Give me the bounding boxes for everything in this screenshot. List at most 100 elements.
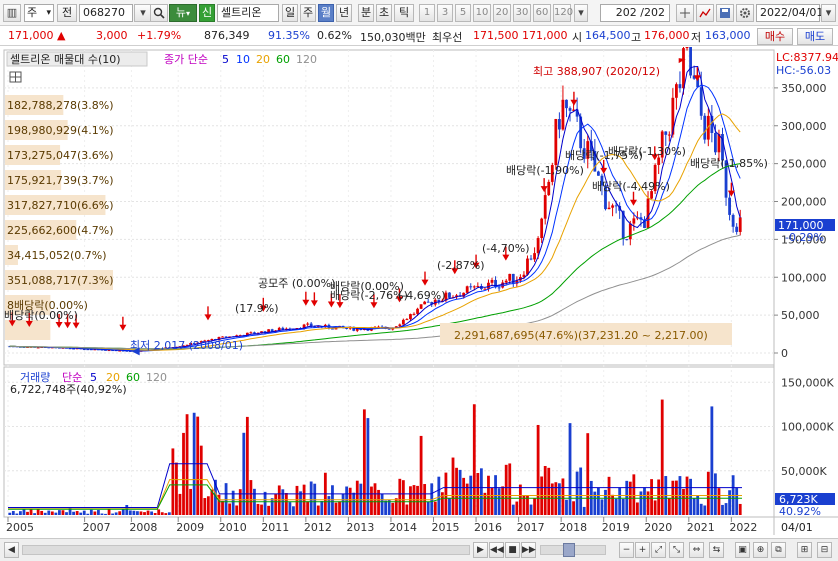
volume-bar	[536, 424, 540, 515]
fit-icon[interactable]: ⤢	[651, 542, 666, 558]
date-input[interactable]: 2022/04/01	[756, 4, 823, 22]
volume-profile-label: 173,275,047(3.6%)	[7, 149, 114, 162]
scroll-left-icon[interactable]: ◀	[4, 542, 19, 558]
time-scrollbar[interactable]: ◀ ▶ ◀◀ ■ ▶▶ − + ⤢ ⤡ ⇔ ⇆ ▣ ⊕ ⧉ ⊞ ⊟	[0, 538, 838, 561]
calendar-icon[interactable]: ▾	[821, 4, 836, 22]
candle-body	[401, 319, 405, 325]
menu-icon[interactable]: ▥	[3, 4, 21, 22]
stock-code-input[interactable]: 068270	[79, 4, 133, 22]
buy-button[interactable]: 매수	[757, 28, 793, 45]
candle-body	[206, 340, 210, 342]
volume-bar	[235, 505, 239, 515]
interval-3-button[interactable]: 3	[437, 4, 453, 22]
zoom-track[interactable]	[540, 543, 606, 557]
front-button[interactable]: 전	[57, 4, 77, 22]
zoom-out-icon[interactable]: −	[619, 542, 634, 558]
volume-bar	[86, 513, 90, 515]
period-minute-button[interactable]: 분	[358, 4, 374, 22]
expand-window-icon[interactable]: ⧉	[771, 542, 786, 558]
candle-body	[398, 324, 402, 327]
fast-forward-icon[interactable]: ▶▶	[521, 542, 536, 558]
candle-body	[355, 328, 359, 331]
zoom-icon[interactable]: ⊕	[753, 542, 768, 558]
volume-bar	[104, 513, 107, 515]
volume-bar	[650, 479, 653, 515]
price-panel[interactable]	[3, 49, 775, 366]
interval-20-button[interactable]: 20	[493, 4, 511, 22]
fast-backward-icon[interactable]: ◀◀	[489, 542, 504, 558]
volume-bar	[501, 486, 505, 515]
event-markers	[8, 58, 735, 356]
volume-profile-bar	[5, 270, 113, 290]
candle-body	[689, 47, 692, 76]
candle-body	[277, 327, 281, 331]
volume-bar	[696, 495, 700, 515]
candle-body	[387, 328, 391, 330]
period-week-button[interactable]: 주	[300, 4, 316, 22]
interval-30-button[interactable]: 30	[513, 4, 531, 22]
volume-profile-label: 8배당락(0.00%)	[7, 299, 88, 312]
period-year-button[interactable]: 년	[336, 4, 352, 22]
volume-bar	[54, 512, 58, 515]
stock-name-field[interactable]: 셀트리온	[217, 4, 279, 22]
min-price-label: 최저 2,017 (2008/01)	[130, 339, 243, 352]
stop-icon[interactable]: ■	[505, 542, 520, 558]
layout-icon[interactable]: ⊟	[817, 542, 832, 558]
volume-bar	[618, 487, 622, 515]
ma-10: 10	[236, 53, 250, 66]
gear-icon[interactable]	[736, 4, 754, 22]
save-icon[interactable]	[716, 4, 734, 22]
annotation-dividend-8: 배당락(0.00%)	[4, 309, 78, 322]
volume-bar	[646, 491, 650, 515]
grid-icon[interactable]	[9, 71, 22, 83]
news-button[interactable]: 뉴▾	[169, 4, 197, 22]
volume-bar	[228, 503, 232, 515]
scroll-right-icon[interactable]: ▶	[473, 542, 488, 558]
search-icon[interactable]	[150, 4, 168, 22]
candle-body	[196, 342, 200, 344]
turnover-rate: 0.62%	[317, 29, 352, 42]
expand-icon[interactable]: ⇔	[689, 542, 704, 558]
zoom-thumb[interactable]	[563, 543, 575, 557]
candle-body	[511, 273, 515, 284]
candle-body	[263, 331, 267, 334]
chart-tool-icon[interactable]	[696, 4, 714, 22]
interval-1-button[interactable]: 1	[419, 4, 435, 22]
volume-bar	[327, 496, 331, 515]
volume-bar	[465, 483, 469, 515]
credit-badge[interactable]: 신	[199, 4, 215, 22]
shrink-icon[interactable]: ⇆	[709, 542, 724, 558]
volume-bar	[203, 498, 207, 515]
period-month-button[interactable]: 월	[318, 4, 334, 22]
panel-title-box[interactable]	[6, 51, 148, 67]
volume-bar	[437, 476, 441, 515]
restore-icon[interactable]: ⤡	[669, 542, 684, 558]
volume-bar	[100, 513, 104, 515]
volume-profile-bar	[5, 220, 77, 240]
period-second-button[interactable]: 초	[376, 4, 392, 22]
interval-10-button[interactable]: 10	[473, 4, 491, 22]
volume-bar	[479, 468, 483, 515]
zoom-in-icon[interactable]: +	[635, 542, 650, 558]
price-panel-header: 셀트리온 매물대 수(10) 종가 단순 5 10 20 60 120	[6, 51, 317, 83]
sell-button[interactable]: 매도	[797, 28, 833, 45]
candle-body	[8, 346, 12, 348]
print-icon[interactable]: ▣	[735, 542, 750, 558]
scroll-track[interactable]	[22, 545, 470, 555]
period-tick-button[interactable]: 틱	[394, 4, 414, 22]
period-day-button[interactable]: 일	[282, 4, 298, 22]
market-select[interactable]: 주 ▾	[24, 4, 54, 22]
interval-120-button[interactable]: 120	[553, 4, 573, 22]
chevron-down-icon[interactable]: ▾	[574, 4, 588, 22]
candle-body	[593, 151, 597, 172]
volume-bar	[582, 506, 586, 515]
volume-bar	[550, 483, 554, 515]
interval-60-button[interactable]: 60	[533, 4, 551, 22]
candle-body	[245, 332, 249, 336]
stock-chart[interactable]: 182,788,278(3.8%) 198,980,929(4.1%) 173,27…	[0, 47, 838, 538]
crosshair-icon[interactable]	[676, 4, 694, 22]
price-tick-label: 100,000	[781, 271, 827, 284]
interval-5-button[interactable]: 5	[455, 4, 471, 22]
candle-body	[270, 329, 274, 332]
resize-icon[interactable]: ⊞	[797, 542, 812, 558]
